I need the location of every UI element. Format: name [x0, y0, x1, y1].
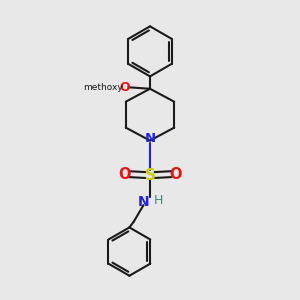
Text: H: H [154, 194, 164, 207]
Text: N: N [138, 194, 149, 208]
Text: O: O [120, 81, 130, 94]
Text: O: O [170, 167, 182, 182]
Text: S: S [145, 167, 155, 182]
Text: methoxy: methoxy [83, 83, 123, 92]
Text: O: O [118, 167, 130, 182]
Text: N: N [144, 132, 156, 145]
